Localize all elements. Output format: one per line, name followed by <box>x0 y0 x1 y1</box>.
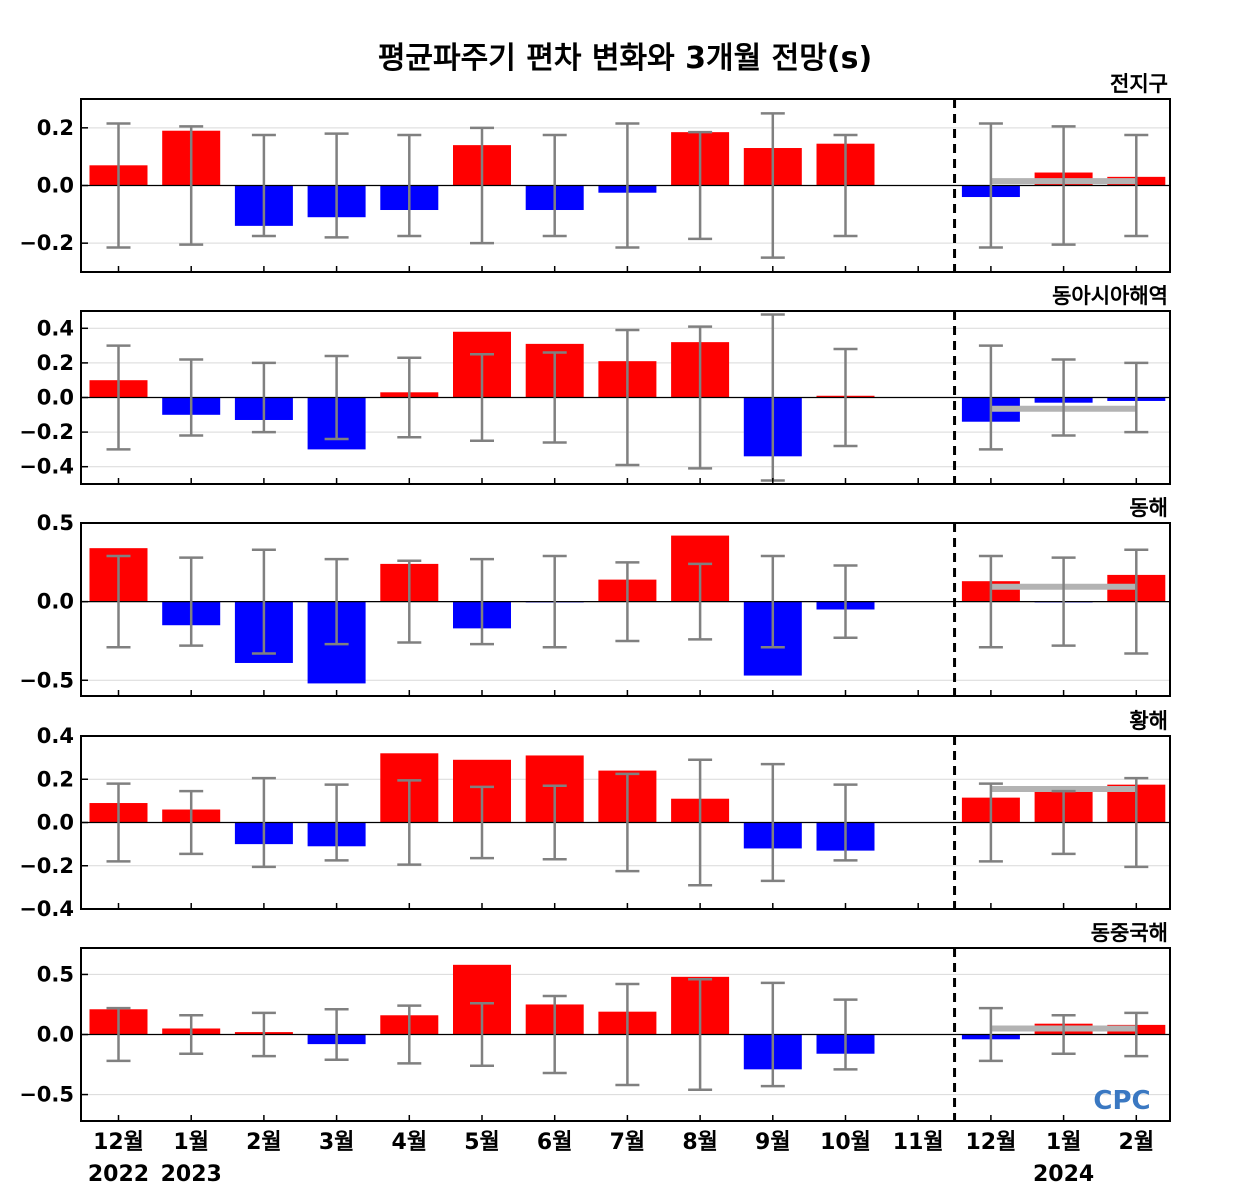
y-tick-label: −0.2 <box>19 420 74 444</box>
chart-title: 평균파주기 편차 변화와 3개월 전망(s) <box>378 41 872 76</box>
panel-frame <box>80 522 1171 697</box>
x-tick-label: 8월 <box>682 1130 718 1155</box>
panel-title: 전지구 <box>1110 72 1168 96</box>
panel-title: 동해 <box>1129 496 1168 520</box>
x-tick-label: 2월 <box>1119 1130 1155 1155</box>
y-tick-label: 0.0 <box>37 590 74 614</box>
panel-frame <box>80 735 1171 910</box>
panel-1: 동아시아해역 −0.4 −0.2 0.0 0.2 0.4 <box>19 284 1171 485</box>
panel-content <box>81 313 1170 482</box>
y-tick-label: 0.0 <box>37 174 74 198</box>
panels: 전지구 −0.2 0.0 0.2 동아시아해역 −0.4 −0.2 0.0 0.2 0.4 동해 −0… <box>19 72 1171 1122</box>
x-tick-label: 3월 <box>319 1130 355 1155</box>
panel-3: 황해 −0.4 −0.2 0.0 0.2 0.4 <box>19 709 1171 921</box>
y-tick-label: −0.4 <box>19 455 74 479</box>
panel-content <box>81 112 1170 259</box>
y-tick-label: 0.4 <box>37 724 74 748</box>
panel-content <box>81 535 1170 684</box>
panel-frame <box>80 310 1171 485</box>
panel-title: 황해 <box>1129 709 1168 733</box>
y-tick-label: 0.0 <box>37 811 74 835</box>
y-tick-label: 0.0 <box>37 1023 74 1047</box>
y-tick-label: 0.2 <box>37 116 74 140</box>
y-tick-label: −0.2 <box>19 854 74 878</box>
x-tick-label: 4월 <box>392 1130 428 1155</box>
y-tick-label: 0.2 <box>37 351 74 375</box>
panel-content <box>81 964 1170 1092</box>
panel-content <box>81 753 1170 887</box>
x-axis: 12월 1월 2월 3월 4월 5월 6월 7월 8월 9월 10월 11월 12월 1월 2월 2022 20… <box>88 1130 1154 1187</box>
y-tick-label: 0.4 <box>37 316 74 340</box>
x-tick-label: 9월 <box>755 1130 791 1155</box>
y-tick-label: −0.5 <box>19 668 74 692</box>
x-tick-label: 5월 <box>464 1130 500 1155</box>
x-tick-label: 12월 <box>93 1130 144 1155</box>
y-tick-label: −0.2 <box>19 231 74 255</box>
y-tick-label: 0.5 <box>37 962 74 986</box>
x-tick-label: 7월 <box>610 1130 646 1155</box>
y-tick-label: 0.5 <box>37 511 74 535</box>
panel-4: 동중국해 −0.5 0.0 0.5 <box>19 921 1171 1122</box>
x-tick-label: 2월 <box>246 1130 282 1155</box>
x-tick-label: 1월 <box>173 1130 209 1155</box>
x-tick-label: 6월 <box>537 1130 573 1155</box>
panel-frame <box>80 947 1171 1122</box>
y-tick-label: 0.2 <box>37 767 74 791</box>
year-label: 2022 <box>88 1162 149 1187</box>
x-tick-label: 1월 <box>1046 1130 1082 1155</box>
panel-title: 동아시아해역 <box>1052 284 1168 308</box>
panel-title: 동중국해 <box>1091 921 1168 945</box>
year-label: 2024 <box>1033 1162 1094 1187</box>
panel-2: 동해 −0.5 0.0 0.5 <box>19 496 1171 697</box>
year-label: 2023 <box>161 1162 222 1187</box>
cpc-logo: CPC <box>1093 1086 1150 1116</box>
panel-frame <box>80 98 1171 273</box>
x-tick-label: 11월 <box>893 1130 944 1155</box>
panel-0: 전지구 −0.2 0.0 0.2 <box>19 72 1171 273</box>
y-tick-label: 0.0 <box>37 386 74 410</box>
y-tick-label: −0.5 <box>19 1083 74 1107</box>
x-tick-label: 10월 <box>820 1130 871 1155</box>
y-tick-label: −0.4 <box>19 897 74 921</box>
x-tick-label: 12월 <box>965 1130 1016 1155</box>
